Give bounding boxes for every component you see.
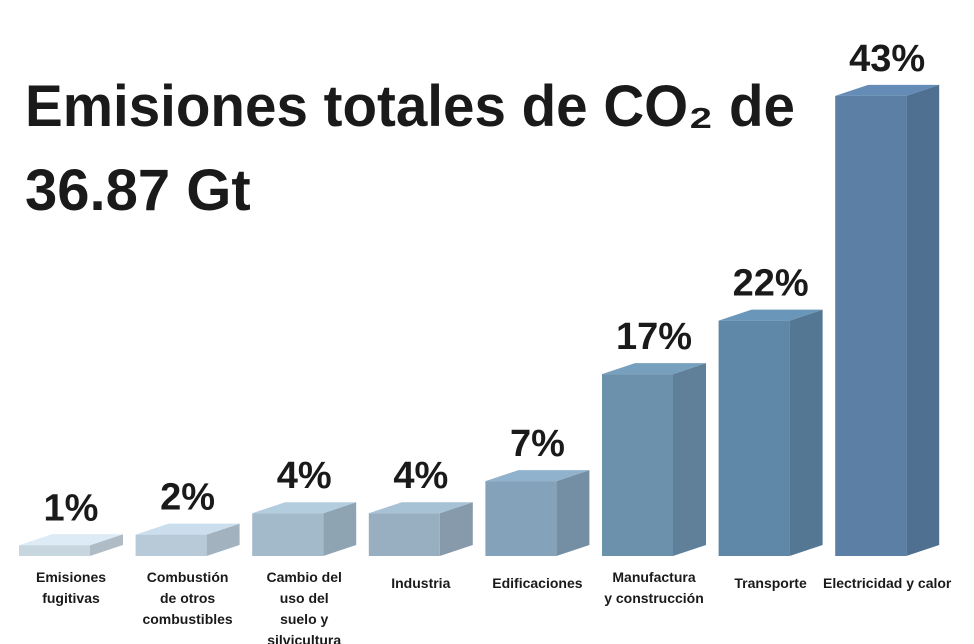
chart-title: 36.87 Gt <box>25 158 251 223</box>
x-tick-label: uso del <box>280 590 329 606</box>
value-label: 22% <box>733 263 809 305</box>
bar-front <box>368 513 440 556</box>
bar-side <box>90 534 123 556</box>
x-tick-label: Combustión <box>147 569 229 585</box>
bar-front <box>602 374 673 556</box>
bar-front <box>718 320 790 556</box>
bar-side <box>439 502 473 556</box>
value-label: 4% <box>393 455 448 497</box>
bar <box>19 534 123 556</box>
chart-title: Emisiones totales de CO₂ de <box>25 74 795 139</box>
bar-top <box>368 502 473 514</box>
bar-side <box>789 309 823 556</box>
x-tick-label: suelo y <box>280 611 328 627</box>
value-label: 43% <box>849 38 925 80</box>
x-tick-label: Transporte <box>734 575 807 591</box>
bar <box>485 470 590 556</box>
bar-side <box>556 470 590 556</box>
bar-side <box>673 363 706 556</box>
bar <box>602 363 706 556</box>
bar-top <box>718 309 823 321</box>
bar <box>718 309 823 556</box>
value-label: 4% <box>277 455 332 497</box>
bar-side <box>323 502 357 556</box>
bar <box>135 523 240 556</box>
bar-front <box>485 481 557 556</box>
bar <box>835 84 940 557</box>
bar-top <box>602 363 706 375</box>
bar-front <box>252 513 324 556</box>
bar <box>368 502 473 556</box>
x-tick-label: fugitivas <box>42 590 100 606</box>
value-label: 17% <box>616 316 692 358</box>
x-tick-label: Cambio del <box>266 569 341 585</box>
x-tick-label: Industria <box>391 575 450 591</box>
bar <box>252 502 357 556</box>
bar-top <box>485 470 590 482</box>
x-tick-label: y construcción <box>604 590 704 606</box>
x-tick-label: Emisiones <box>36 569 106 585</box>
value-label: 1% <box>44 487 99 529</box>
bar-front <box>19 545 90 556</box>
x-tick-label: de otros <box>160 590 215 606</box>
x-tick-label: silvicultura <box>267 632 341 644</box>
x-tick-label: Electricidad y calor <box>823 575 952 591</box>
bar-side <box>906 84 940 557</box>
x-tick-label: Manufactura <box>612 569 695 585</box>
bar-side <box>206 523 240 556</box>
x-tick-label: combustibles <box>142 611 232 627</box>
bar-top <box>135 523 240 535</box>
bar-top <box>252 502 357 514</box>
value-label: 7% <box>510 423 565 465</box>
bar-top <box>835 84 940 96</box>
bar-top <box>19 534 123 546</box>
bar-front <box>835 95 907 557</box>
bar-front <box>135 534 207 556</box>
x-tick-label: Edificaciones <box>492 575 582 591</box>
value-label: 2% <box>160 477 215 519</box>
